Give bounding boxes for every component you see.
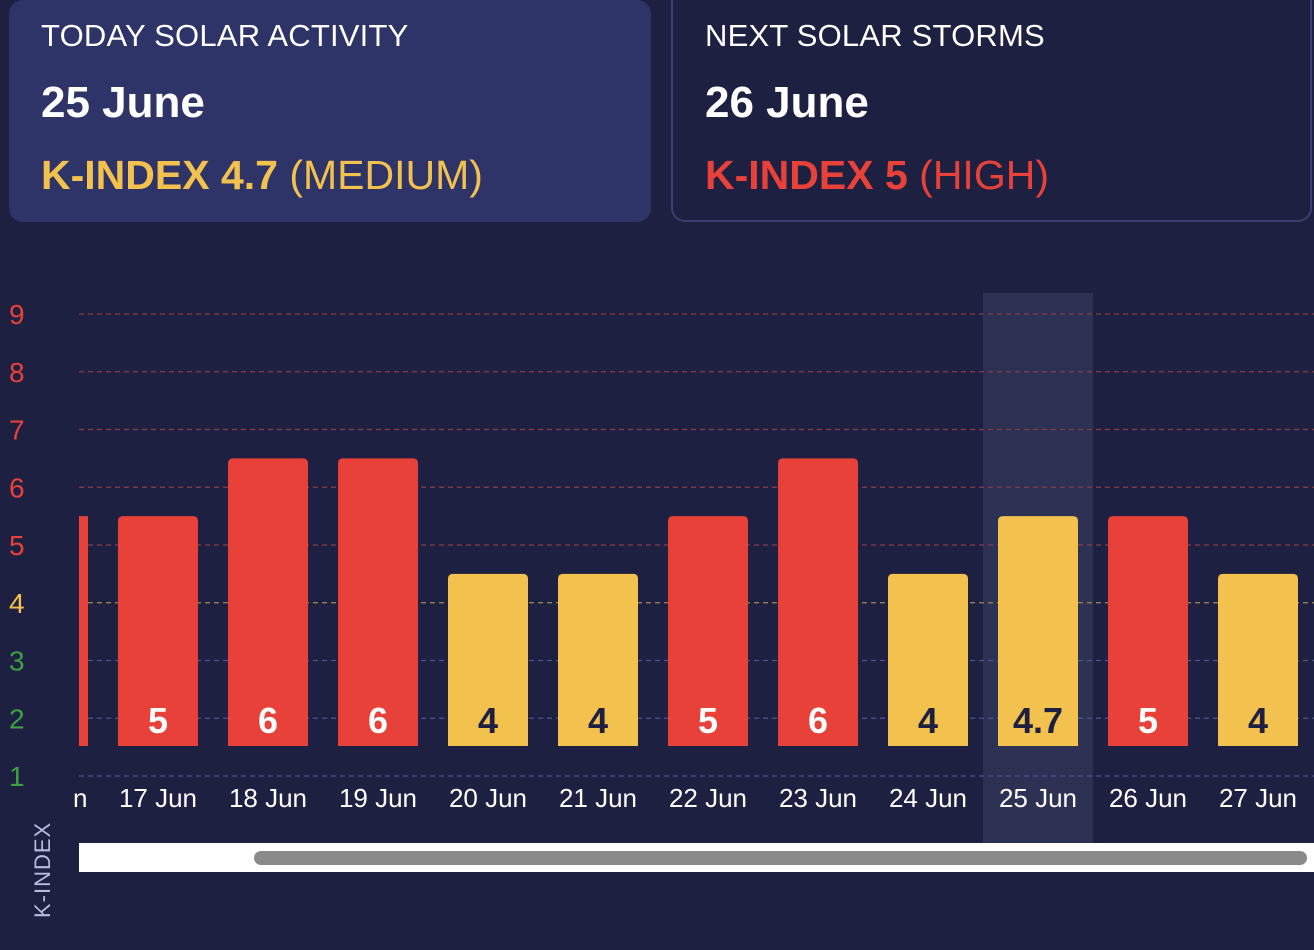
bar-25-jun [998,516,1078,746]
y-tick-3: 3 [9,646,25,677]
bar-17-jun [118,516,198,746]
y-tick-4: 4 [9,588,25,619]
bar-value-label: 4 [918,700,938,741]
bar-value-label: 5 [148,700,168,741]
bar-value-label: 4.7 [1013,700,1063,741]
x-tick-label: 18 Jun [229,783,307,813]
next-k-index-value: K-INDEX 5 [705,152,908,198]
x-tick-label: 17 Jun [119,783,197,813]
next-k-index-level: (HIGH) [919,152,1049,198]
next-card-date: 26 June [705,78,869,127]
bar-value-label: 4 [588,700,608,741]
today-card-date: 25 June [41,78,205,127]
next-k-index: K-INDEX 5 (HIGH) [705,152,1049,199]
next-card-label: NEXT SOLAR STORMS [705,18,1045,53]
today-card-label: TODAY SOLAR ACTIVITY [41,18,409,53]
y-tick-2: 2 [9,703,25,734]
bar-22-jun [668,516,748,746]
next-solar-storms-card: NEXT SOLAR STORMS 26 June K-INDEX 5 (HIG… [671,0,1312,222]
x-tick-label: 22 Jun [669,783,747,813]
chart-scrollbar-track[interactable] [79,843,1314,872]
x-tick-label: 19 Jun [339,783,417,813]
bar-26-jun [1108,516,1188,746]
today-k-index-level: (MEDIUM) [289,152,483,198]
bar-24-jun [888,573,968,746]
bar-value-label: 4 [478,700,498,741]
y-tick-6: 6 [9,472,25,503]
bar-27-jun [1218,573,1298,746]
bar-value-label: 6 [258,700,278,741]
x-tick-label: 24 Jun [889,783,967,813]
bar-18-jun [228,458,308,746]
y-tick-1: 1 [9,761,25,792]
y-tick-9: 9 [9,299,25,330]
bar-20-jun [448,573,528,746]
bar-value-label: 4 [1248,700,1268,741]
today-k-index: K-INDEX 4.7 (MEDIUM) [41,152,483,199]
bar-21-jun [558,573,638,746]
x-tick-label: 26 Jun [1109,783,1187,813]
x-tick-label: 20 Jun [449,783,527,813]
today-k-index-value: K-INDEX 4.7 [41,152,278,198]
bar-23-jun [778,458,858,746]
y-tick-8: 8 [9,357,25,388]
today-solar-activity-card: TODAY SOLAR ACTIVITY 25 June K-INDEX 4.7… [9,0,651,222]
bar-partial [79,516,88,746]
bar-19-jun [338,458,418,746]
y-tick-7: 7 [9,415,25,446]
x-tick-label: 25 Jun [999,783,1077,813]
y-axis-title: K-INDEX [30,821,55,918]
bar-value-label: 5 [698,700,718,741]
y-tick-5: 5 [9,530,25,561]
chart-scrollbar-thumb[interactable] [254,851,1307,865]
bar-value-label: 5 [1138,700,1158,741]
bar-value-label: 6 [808,700,828,741]
x-tick-partial: n [73,783,87,813]
x-tick-label: 21 Jun [559,783,637,813]
x-tick-label: 23 Jun [779,783,857,813]
bar-value-label: 6 [368,700,388,741]
x-tick-label: 27 Jun [1219,783,1297,813]
